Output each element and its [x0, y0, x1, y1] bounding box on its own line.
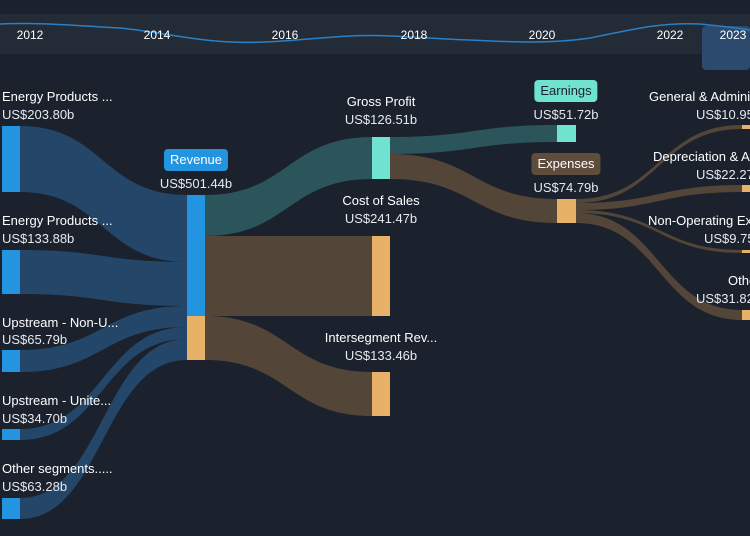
gen-admin-value: US$10.95 — [696, 107, 750, 122]
intersegment-label: Intersegment Rev... — [324, 330, 438, 345]
timeline-bar[interactable]: 2012 2014 2016 2018 2020 2022 2023 — [0, 14, 750, 70]
non-operating-label: Non-Operating Ex — [648, 213, 750, 228]
depreciation-value: US$22.27 — [696, 167, 750, 182]
other-value: US$31.82 — [696, 291, 750, 306]
link-revenue-grossprofit — [205, 137, 372, 236]
timeline-year-2012[interactable]: 2012 — [16, 28, 44, 42]
seg2-label: Energy Products ... — [2, 213, 113, 228]
node-revenue-blue[interactable] — [187, 195, 205, 316]
link-seg4-revenue — [20, 327, 187, 440]
link-seg5-revenue — [20, 339, 187, 519]
node-cost-of-sales[interactable] — [372, 236, 390, 316]
link-expenses-other — [576, 213, 742, 320]
timeline-year-2018[interactable]: 2018 — [400, 28, 428, 42]
node-intersegment[interactable] — [372, 372, 390, 416]
seg4-value: US$34.70b — [2, 411, 68, 426]
revenue-badge[interactable]: Revenue — [163, 149, 229, 171]
node-seg4[interactable] — [2, 429, 20, 440]
cost-of-sales-value: US$241.47b — [344, 211, 418, 226]
node-seg1[interactable] — [2, 126, 20, 192]
timeline-year-2014[interactable]: 2014 — [143, 28, 171, 42]
gross-profit-value: US$126.51b — [344, 112, 418, 127]
gen-admin-label: General & Admini — [649, 89, 750, 104]
expenses-value: US$74.79b — [533, 180, 599, 195]
seg1-label: Energy Products ... — [2, 89, 113, 104]
node-seg2[interactable] — [2, 250, 20, 294]
node-depreciation[interactable] — [742, 185, 750, 192]
timeline-year-2023[interactable]: 2023 — [719, 28, 747, 42]
depreciation-label: Depreciation & A — [653, 149, 750, 164]
revenue-value: US$501.44b — [159, 176, 233, 191]
link-seg3-revenue — [20, 306, 187, 372]
seg3-value: US$65.79b — [2, 332, 68, 347]
node-revenue-orange[interactable] — [187, 316, 205, 360]
link-expenses-genadmin — [576, 125, 742, 203]
seg1-value: US$203.80b — [2, 107, 75, 122]
node-seg5[interactable] — [2, 498, 20, 519]
link-seg1-revenue — [20, 126, 187, 262]
node-gross-profit[interactable] — [372, 137, 390, 179]
node-earnings[interactable] — [557, 125, 576, 142]
link-seg2-revenue — [20, 250, 187, 306]
link-grossprofit-earnings — [390, 125, 557, 154]
link-expenses-depreciation — [576, 185, 742, 210]
seg5-value: US$63.28b — [2, 479, 68, 494]
cost-of-sales-label: Cost of Sales — [342, 193, 420, 208]
seg2-value: US$133.88b — [2, 231, 75, 246]
node-expenses[interactable] — [557, 199, 576, 223]
intersegment-value: US$133.46b — [344, 348, 418, 363]
timeline-year-2016[interactable]: 2016 — [271, 28, 299, 42]
non-operating-value: US$9.75 — [704, 231, 750, 246]
other-label: Othe — [728, 273, 750, 288]
node-non-operating[interactable] — [742, 250, 750, 253]
right-labels-clip: General & Admini US$10.95 Depreciation &… — [600, 80, 750, 340]
link-expenses-nonoperating — [576, 210, 742, 253]
earnings-badge[interactable]: Earnings — [534, 80, 598, 102]
seg5-label: Other segments..... — [2, 461, 113, 476]
expenses-badge[interactable]: Expenses — [531, 153, 601, 175]
link-revenue-intersegment — [205, 316, 372, 416]
timeline-sparkline — [0, 22, 750, 44]
node-gen-admin[interactable] — [742, 125, 750, 129]
seg4-label: Upstream - Unite... — [2, 393, 112, 408]
timeline-year-2022[interactable]: 2022 — [656, 28, 684, 42]
timeline-year-2020[interactable]: 2020 — [528, 28, 556, 42]
timeline-selected-year[interactable] — [702, 26, 750, 70]
gross-profit-label: Gross Profit — [346, 94, 416, 109]
seg3-label: Upstream - Non-U... — [2, 315, 119, 330]
node-seg3[interactable] — [2, 350, 20, 372]
node-other[interactable] — [742, 310, 750, 320]
link-revenue-costofsales — [205, 236, 372, 316]
link-grossprofit-expenses — [390, 154, 557, 223]
earnings-value: US$51.72b — [533, 107, 599, 122]
